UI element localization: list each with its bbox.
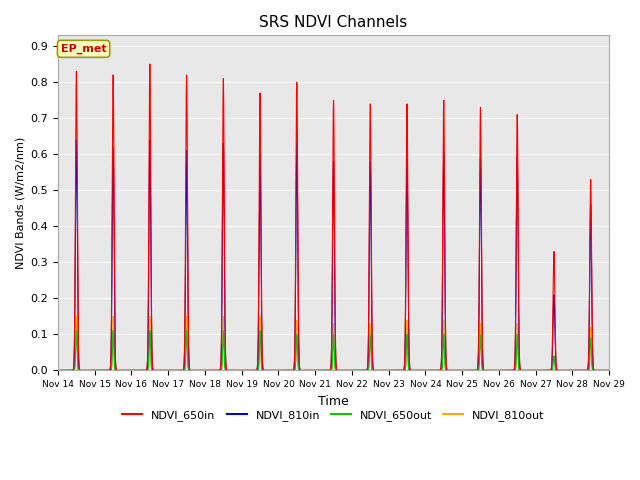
NDVI_810in: [605, 368, 613, 373]
NDVI_810out: [605, 368, 613, 373]
NDVI_650in: [260, 368, 268, 373]
Legend: NDVI_650in, NDVI_810in, NDVI_650out, NDVI_810out: NDVI_650in, NDVI_810in, NDVI_650out, NDV…: [118, 406, 549, 425]
Line: NDVI_650in: NDVI_650in: [58, 64, 609, 371]
Line: NDVI_810in: NDVI_810in: [58, 140, 609, 371]
NDVI_810out: [54, 368, 62, 373]
NDVI_810out: [166, 368, 174, 373]
NDVI_650in: [410, 368, 417, 373]
Y-axis label: NDVI Bands (W/m2/nm): NDVI Bands (W/m2/nm): [15, 137, 25, 269]
NDVI_650out: [54, 368, 62, 373]
NDVI_650out: [260, 368, 268, 373]
NDVI_650in: [172, 368, 180, 373]
NDVI_810out: [604, 368, 611, 373]
NDVI_650in: [146, 61, 154, 67]
NDVI_810in: [604, 368, 611, 373]
NDVI_810out: [488, 368, 496, 373]
NDVI_810out: [172, 368, 180, 373]
NDVI_650in: [54, 368, 62, 373]
NDVI_650out: [604, 368, 611, 373]
NDVI_650out: [172, 368, 180, 373]
Line: NDVI_810out: NDVI_810out: [58, 316, 609, 371]
NDVI_650in: [488, 368, 496, 373]
NDVI_810in: [72, 137, 80, 143]
NDVI_810in: [260, 368, 268, 373]
NDVI_650in: [605, 368, 613, 373]
NDVI_810out: [410, 368, 417, 373]
NDVI_810out: [72, 313, 80, 319]
Line: NDVI_650out: NDVI_650out: [58, 331, 609, 371]
Title: SRS NDVI Channels: SRS NDVI Channels: [259, 15, 408, 30]
NDVI_810in: [172, 368, 180, 373]
NDVI_810in: [54, 368, 62, 373]
NDVI_650in: [604, 368, 611, 373]
Text: EP_met: EP_met: [61, 44, 106, 54]
NDVI_650out: [72, 328, 80, 334]
X-axis label: Time: Time: [318, 395, 349, 408]
NDVI_650in: [166, 368, 174, 373]
NDVI_650out: [410, 368, 417, 373]
NDVI_650out: [488, 368, 496, 373]
NDVI_810in: [488, 368, 496, 373]
NDVI_810in: [166, 368, 174, 373]
NDVI_650out: [605, 368, 613, 373]
NDVI_810out: [260, 368, 268, 373]
NDVI_810out: [539, 368, 547, 373]
NDVI_650out: [166, 368, 174, 373]
NDVI_810in: [410, 368, 417, 373]
